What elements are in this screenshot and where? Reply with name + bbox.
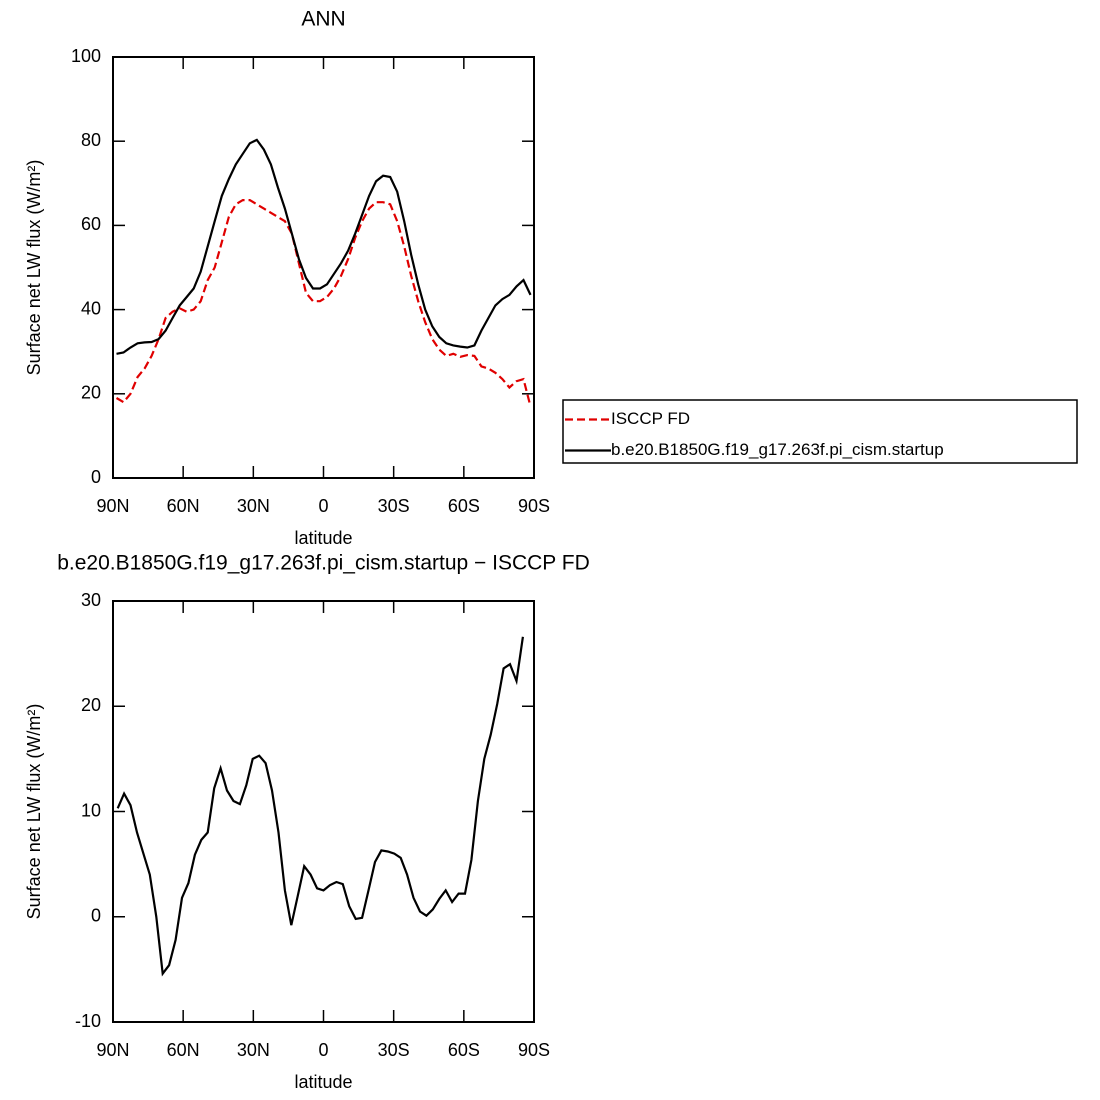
x-tick-label: 0: [318, 1040, 328, 1060]
y-tick-label: 10: [81, 800, 101, 820]
y-tick-label: 0: [91, 906, 101, 926]
y-tick-label: 60: [81, 214, 101, 234]
plot-frame: [112, 56, 535, 479]
legend-label: ISCCP FD: [611, 409, 690, 428]
chart-title: b.e20.B1850G.f19_g17.263f.pi_cism.startu…: [57, 552, 590, 575]
x-tick-label: 30S: [378, 1040, 410, 1060]
y-tick-label: 80: [81, 130, 101, 150]
x-tick-label: 60S: [448, 1040, 480, 1060]
x-tick-label: 90N: [96, 1040, 129, 1060]
series-line: [116, 636, 524, 977]
chart-title: ANN: [301, 8, 345, 31]
plot-frame: [112, 600, 535, 1023]
x-axis-label: latitude: [294, 1072, 352, 1092]
y-tick-label: 40: [81, 298, 101, 318]
series-line: [115, 199, 532, 407]
y-tick-label: 20: [81, 383, 101, 403]
x-tick-label: 30N: [237, 496, 270, 516]
x-tick-label: 30N: [237, 1040, 270, 1060]
x-tick-label: 60S: [448, 496, 480, 516]
y-tick-label: -10: [75, 1011, 101, 1031]
y-axis-label: Surface net LW flux (W/m²): [24, 704, 44, 920]
y-axis-label: Surface net LW flux (W/m²): [24, 160, 44, 376]
x-tick-label: 90S: [518, 496, 550, 516]
x-tick-label: 60N: [167, 1040, 200, 1060]
x-axis-label: latitude: [294, 528, 352, 548]
x-tick-label: 90S: [518, 1040, 550, 1060]
x-tick-label: 90N: [96, 496, 129, 516]
y-tick-label: 30: [81, 590, 101, 610]
x-tick-label: 30S: [378, 496, 410, 516]
y-tick-label: 0: [91, 467, 101, 487]
legend-box: [562, 399, 1078, 464]
legend-label: b.e20.B1850G.f19_g17.263f.pi_cism.startu…: [611, 440, 944, 459]
y-tick-label: 20: [81, 695, 101, 715]
series-line: [116, 138, 532, 355]
x-tick-label: 0: [318, 496, 328, 516]
y-tick-label: 100: [71, 46, 101, 66]
x-tick-label: 60N: [167, 496, 200, 516]
